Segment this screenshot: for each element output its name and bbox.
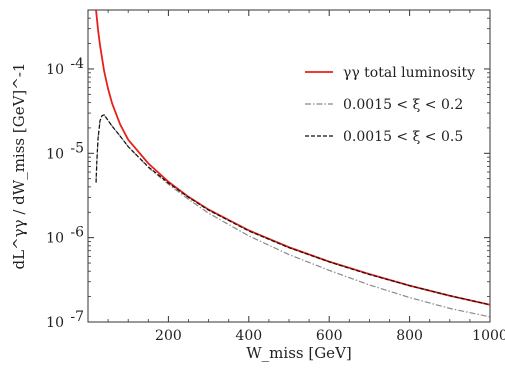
legend: γγ total luminosity 0.0015 < ξ < 0.2 0.001… xyxy=(305,65,475,145)
x-axis-label: W_miss [GeV] xyxy=(246,344,352,362)
y-tick-label: 10 xyxy=(46,146,64,162)
x-tick-label: 1000 xyxy=(472,328,505,344)
y-tick-label: 10 xyxy=(46,62,64,78)
x-tick-label: 200 xyxy=(155,328,182,344)
y-axis-label: dL^γγ / dW_miss [GeV]^-1 xyxy=(10,63,28,270)
series-line-1 xyxy=(95,10,490,306)
y-tick-exponent: -7 xyxy=(70,309,84,325)
x-tick-label: 400 xyxy=(235,328,262,344)
axis-labels: W_miss [GeV] dL^γγ / dW_miss [GeV]^-1 xyxy=(10,63,352,362)
plot-border xyxy=(87,9,491,323)
plot-frame xyxy=(87,9,491,323)
series-line-3 xyxy=(95,114,490,306)
legend-label-1: γγ total luminosity xyxy=(343,65,475,81)
y-tick-label: 10 xyxy=(46,231,64,247)
legend-label-2: 0.0015 < ξ < 0.2 xyxy=(343,97,463,113)
y-tick-exponent: -6 xyxy=(70,225,84,241)
y-tick-exponent: -5 xyxy=(70,140,84,156)
x-tick-label: 800 xyxy=(396,328,423,344)
y-tick-label: 10 xyxy=(46,315,64,331)
ticks: 200 400 600 800 1000 10 -7 10 -6 10 -5 10 -4 xyxy=(46,9,505,344)
x-tick-label: 600 xyxy=(316,328,343,344)
curves xyxy=(95,10,490,318)
series-line-2 xyxy=(95,114,490,318)
y-tick-exponent: -4 xyxy=(70,56,84,72)
legend-label-3: 0.0015 < ξ < 0.5 xyxy=(343,129,463,145)
